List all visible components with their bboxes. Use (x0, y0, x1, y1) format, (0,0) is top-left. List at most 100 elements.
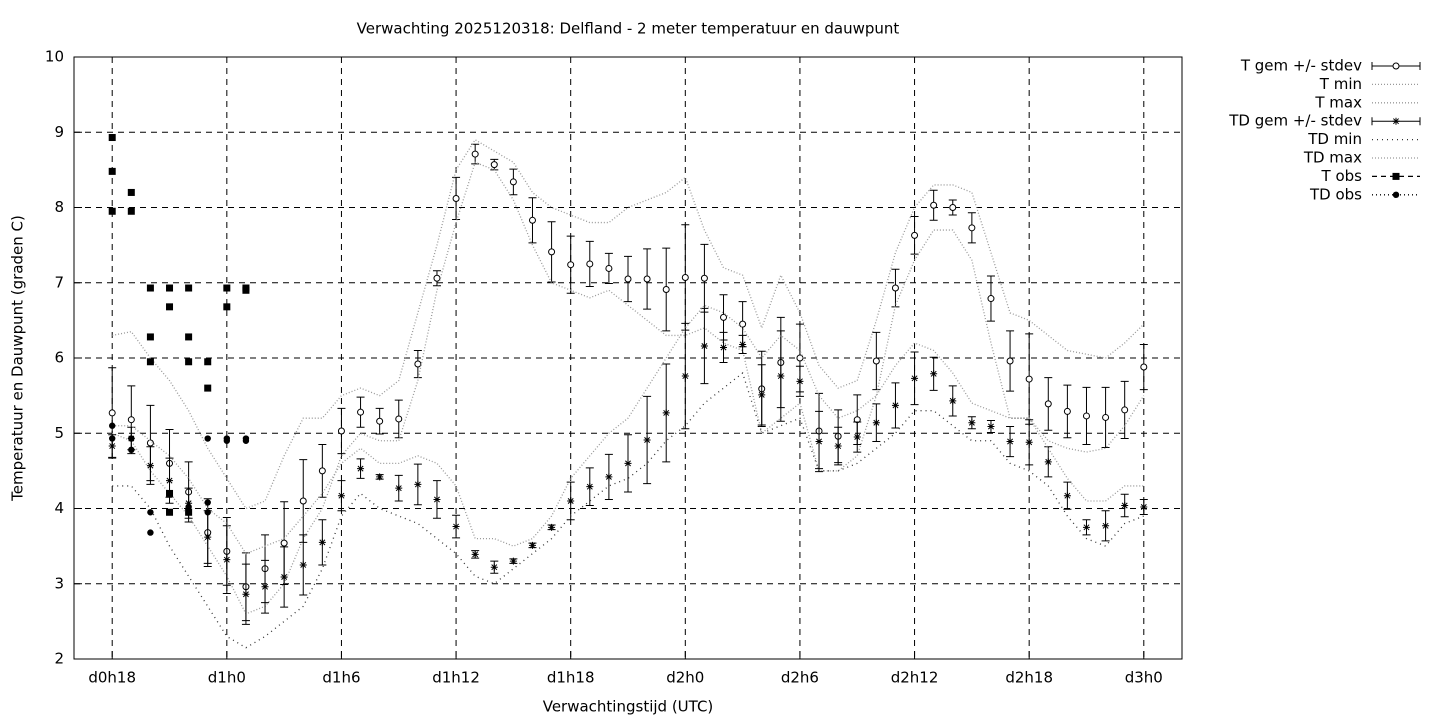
point (987, 422, 995, 430)
point (949, 397, 957, 405)
point (471, 550, 479, 558)
point (242, 437, 250, 444)
point (605, 473, 613, 481)
y-tick-label: 5 (54, 424, 64, 442)
point (185, 358, 193, 366)
point (1044, 400, 1052, 408)
point (395, 415, 403, 423)
x-tick-label: d2h6 (781, 669, 819, 687)
point (490, 563, 498, 571)
point (796, 354, 804, 362)
y-tick-label: 6 (54, 349, 64, 367)
point (452, 194, 460, 202)
plot-frame (73, 56, 1183, 660)
legend-label: TD min (1307, 130, 1362, 148)
point (930, 370, 938, 378)
point (968, 419, 976, 427)
point (376, 417, 384, 425)
point (1121, 501, 1129, 509)
legend-marker (1392, 117, 1400, 125)
point (452, 523, 460, 531)
point (318, 538, 326, 546)
point (700, 274, 708, 282)
point (166, 477, 174, 485)
legend-label: TD gem +/- stdev (1228, 112, 1362, 130)
point (204, 499, 211, 506)
point (395, 484, 403, 492)
point (204, 384, 212, 392)
point (204, 533, 212, 541)
point (433, 495, 441, 503)
point (166, 509, 173, 516)
y-axis-label: Temperatuur en Dauwpunt (graden C) (9, 215, 27, 502)
y-tick-label: 4 (54, 499, 64, 517)
point (433, 274, 441, 282)
point (1082, 523, 1090, 531)
point (1121, 406, 1129, 414)
point (108, 409, 116, 417)
series-line (111, 161, 1145, 615)
point (242, 286, 250, 294)
point (509, 178, 517, 186)
point (299, 561, 307, 569)
legend-label: T obs (1321, 167, 1363, 185)
point (146, 439, 154, 447)
point (987, 295, 995, 303)
point (528, 216, 536, 224)
point (166, 490, 173, 497)
point (185, 284, 193, 292)
point (911, 374, 919, 382)
chart-title: Verwachting 2025120318: Delfland - 2 met… (357, 20, 900, 38)
point (567, 261, 575, 269)
y-tick-label: 7 (54, 273, 64, 291)
x-tick-label: d2h0 (666, 669, 704, 687)
point (624, 275, 632, 283)
point (166, 284, 174, 292)
point (223, 284, 231, 292)
y-tick-label: 3 (54, 574, 64, 592)
point (528, 541, 536, 549)
point (853, 433, 861, 441)
point (567, 497, 575, 505)
x-tick-label: d2h12 (891, 669, 939, 687)
point (605, 264, 613, 272)
point (127, 207, 135, 215)
point (127, 416, 135, 424)
point (109, 435, 116, 442)
legend-label: T max (1314, 93, 1362, 111)
point (1006, 357, 1014, 365)
x-tick-label: d3h0 (1125, 669, 1163, 687)
legend-label: TD obs (1309, 185, 1362, 203)
point (643, 436, 651, 444)
legend-marker (1392, 172, 1400, 180)
point (1140, 363, 1148, 371)
point (223, 556, 231, 564)
point (299, 497, 307, 505)
point (509, 557, 517, 565)
point (108, 207, 116, 215)
point (242, 590, 250, 598)
point (720, 343, 728, 351)
point (739, 320, 747, 328)
point (891, 284, 899, 292)
point (108, 442, 116, 450)
point (109, 422, 116, 429)
legend-label: T min (1319, 75, 1362, 93)
point (1140, 503, 1148, 511)
point (223, 303, 231, 311)
point (357, 408, 365, 416)
point (127, 188, 135, 196)
point (414, 480, 422, 488)
point (1006, 438, 1014, 446)
x-axis-label: Verwachtingstijd (UTC) (543, 698, 714, 716)
point (643, 275, 651, 283)
point (586, 483, 594, 491)
point (337, 427, 345, 435)
point (146, 333, 154, 341)
point (147, 509, 154, 516)
point (624, 459, 632, 467)
point (1063, 492, 1071, 500)
